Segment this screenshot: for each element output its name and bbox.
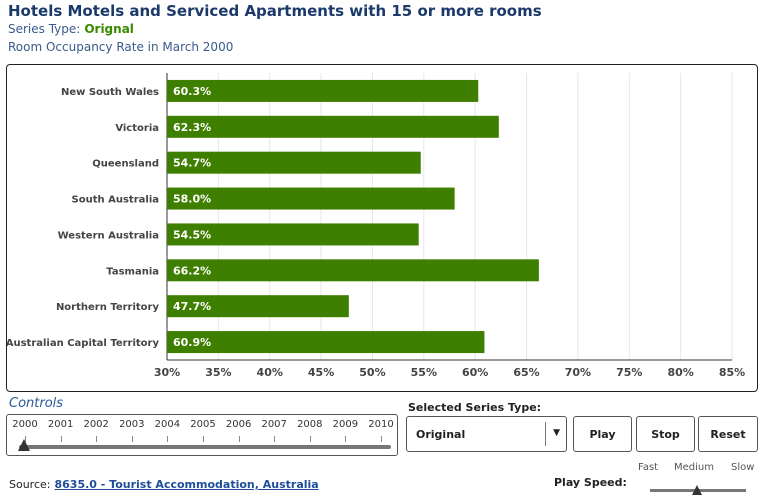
category-label: Northern Territory xyxy=(56,302,160,313)
chevron-down-icon[interactable]: ▼ xyxy=(553,428,560,438)
year-tick xyxy=(309,436,311,442)
bar[interactable] xyxy=(167,79,479,102)
year-label[interactable]: 2004 xyxy=(154,419,181,430)
series-type-value: Orignal xyxy=(84,22,134,36)
category-label: Tasmania xyxy=(106,266,159,277)
bar[interactable] xyxy=(167,187,455,210)
year-label[interactable]: 2006 xyxy=(225,419,252,430)
year-tick xyxy=(167,436,169,442)
stop-button[interactable]: Stop xyxy=(636,416,695,452)
x-tick-label: 70% xyxy=(565,366,591,379)
year-tick xyxy=(60,436,62,442)
year-slider[interactable]: 2000 2001 2002 2003 2004 2005 2006 2007 2008 2009… xyxy=(6,414,398,456)
bar[interactable] xyxy=(167,115,499,138)
year-label[interactable]: 2005 xyxy=(190,419,216,430)
year-label[interactable]: 2008 xyxy=(297,419,323,430)
series-type-label: Series Type: xyxy=(8,22,81,36)
year-label[interactable]: 2001 xyxy=(47,419,74,430)
reset-button[interactable]: Reset xyxy=(698,416,758,452)
category-label: Australian Capital Territory xyxy=(7,338,159,349)
year-tick xyxy=(96,436,98,442)
year-label[interactable]: 2007 xyxy=(261,419,287,430)
year-tick xyxy=(345,436,347,442)
bar[interactable] xyxy=(167,295,349,318)
year-label[interactable]: 2010 xyxy=(368,419,394,430)
play-speed-label: Play Speed: xyxy=(554,476,627,489)
bar-value-label: 47.7% xyxy=(173,300,211,313)
select-divider xyxy=(545,422,546,446)
x-tick-label: 85% xyxy=(719,366,745,379)
bar-value-label: 66.2% xyxy=(173,264,211,277)
bar[interactable] xyxy=(167,223,419,246)
year-label[interactable]: 2002 xyxy=(83,419,109,430)
category-label: Western Australia xyxy=(58,230,159,241)
source-label: Source: xyxy=(9,478,51,491)
speed-slider-thumb[interactable] xyxy=(692,485,702,495)
x-tick-label: 80% xyxy=(667,366,693,379)
bar-value-label: 54.5% xyxy=(173,228,211,241)
bar[interactable] xyxy=(167,151,421,174)
x-tick-label: 60% xyxy=(462,366,488,379)
x-tick-label: 40% xyxy=(257,366,283,379)
year-label[interactable]: 2000 xyxy=(12,419,38,430)
page-title: Hotels Motels and Serviced Apartments wi… xyxy=(8,2,542,20)
series-select-value: Original xyxy=(416,428,466,441)
x-tick-label: 55% xyxy=(411,366,437,379)
x-tick-label: 45% xyxy=(308,366,334,379)
controls-heading: Controls xyxy=(9,396,64,411)
year-label[interactable]: 2003 xyxy=(119,419,145,430)
bar-value-label: 62.3% xyxy=(173,121,211,134)
category-label: Queensland xyxy=(92,159,159,170)
bar-value-label: 60.3% xyxy=(173,85,211,98)
bar-value-label: 58.0% xyxy=(173,193,211,206)
speed-medium-label: Medium xyxy=(674,462,714,473)
series-type-select[interactable]: Original ▼ xyxy=(406,416,567,452)
series-type-line: Series Type: Orignal xyxy=(8,22,134,36)
year-label[interactable]: 2009 xyxy=(332,419,359,430)
year-slider-thumb[interactable] xyxy=(18,439,30,451)
year-tick xyxy=(381,436,382,442)
x-tick-label: 35% xyxy=(205,366,231,379)
bar[interactable] xyxy=(167,259,539,282)
year-tick xyxy=(203,436,204,442)
chart-subtitle: Room Occupancy Rate in March 2000 xyxy=(8,40,234,54)
play-button[interactable]: Play xyxy=(573,416,632,452)
year-tick xyxy=(274,436,276,442)
speed-slow-label: Slow xyxy=(731,462,755,473)
year-tick xyxy=(25,436,26,442)
year-tick xyxy=(131,436,133,442)
source-line: Source: 8635.0 - Tourist Accommodation, A… xyxy=(9,478,319,491)
x-tick-label: 30% xyxy=(154,366,180,379)
category-label: New South Wales xyxy=(61,87,159,98)
category-label: Victoria xyxy=(115,123,159,134)
source-link[interactable]: 8635.0 - Tourist Accommodation, Australi… xyxy=(54,478,319,491)
bar-value-label: 60.9% xyxy=(173,336,211,349)
x-tick-label: 75% xyxy=(616,366,642,379)
bar-value-label: 54.7% xyxy=(173,157,211,170)
x-tick-label: 65% xyxy=(513,366,539,379)
speed-fast-label: Fast xyxy=(638,462,659,473)
year-tick xyxy=(238,436,240,442)
category-label: South Australia xyxy=(72,195,159,206)
year-slider-track[interactable] xyxy=(19,445,391,449)
x-tick-label: 50% xyxy=(359,366,385,379)
bar[interactable] xyxy=(167,331,485,354)
series-select-label: Selected Series Type: xyxy=(408,401,542,414)
chart-panel: 60.3% New South Wales 62.3% Victoria 54.7% Qu… xyxy=(6,64,758,392)
bar-chart: 60.3% New South Wales 62.3% Victoria 54.7% Qu… xyxy=(7,73,745,379)
